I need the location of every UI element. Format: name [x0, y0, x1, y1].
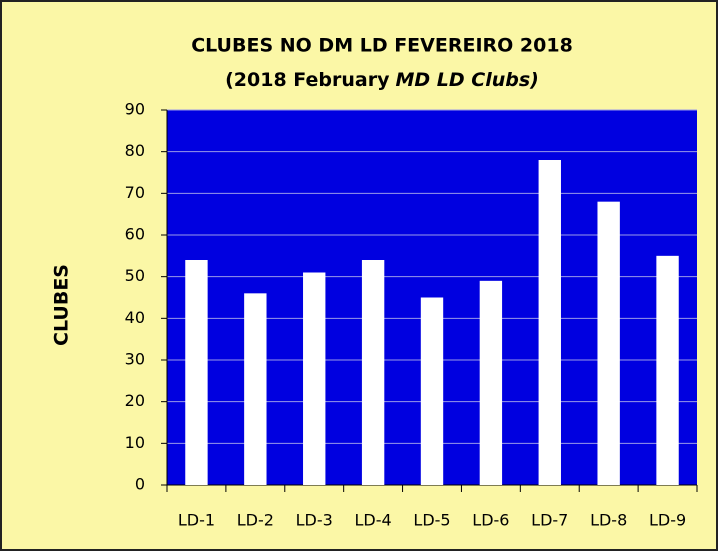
y-tick-label: 80: [125, 141, 145, 160]
subtitle-part: (2018 February: [225, 69, 390, 91]
y-tick-label: 50: [125, 266, 145, 285]
x-tick-label: LD-5: [413, 511, 450, 530]
chart-subtitle: (2018 February MD LD Clubs): [225, 69, 539, 91]
x-tick-label: LD-9: [649, 511, 686, 530]
x-tick-label: LD-2: [237, 511, 274, 530]
bar: [303, 272, 326, 485]
y-tick-label: 30: [125, 350, 145, 369]
y-axis-label: CLUBES: [51, 264, 73, 346]
x-tick-label: LD-1: [178, 511, 215, 530]
bar: [361, 260, 385, 485]
x-tick-label: LD-6: [472, 511, 509, 530]
y-tick-label: 60: [125, 225, 145, 244]
bar: [420, 297, 444, 485]
x-tick-label: LD-8: [590, 511, 627, 530]
y-tick-label: 0: [135, 475, 145, 494]
chart-title: CLUBES NO DM LD FEVEREIRO 2018: [191, 35, 573, 57]
bar: [185, 260, 208, 485]
bar: [244, 293, 267, 485]
y-tick-label: 40: [125, 308, 145, 327]
bar: [538, 160, 561, 485]
y-tick-label: 90: [125, 100, 145, 119]
subtitle-part: MD LD Clubs): [395, 69, 538, 91]
x-tick-label: LD-3: [296, 511, 333, 530]
bar: [656, 255, 679, 485]
y-tick-label: 70: [125, 183, 145, 202]
bar: [597, 201, 620, 485]
bar: [479, 280, 503, 485]
y-tick-label: 10: [125, 433, 145, 452]
y-tick-label: 20: [125, 391, 145, 410]
x-tick-label: LD-4: [355, 511, 392, 530]
x-tick-label: LD-7: [531, 511, 568, 530]
